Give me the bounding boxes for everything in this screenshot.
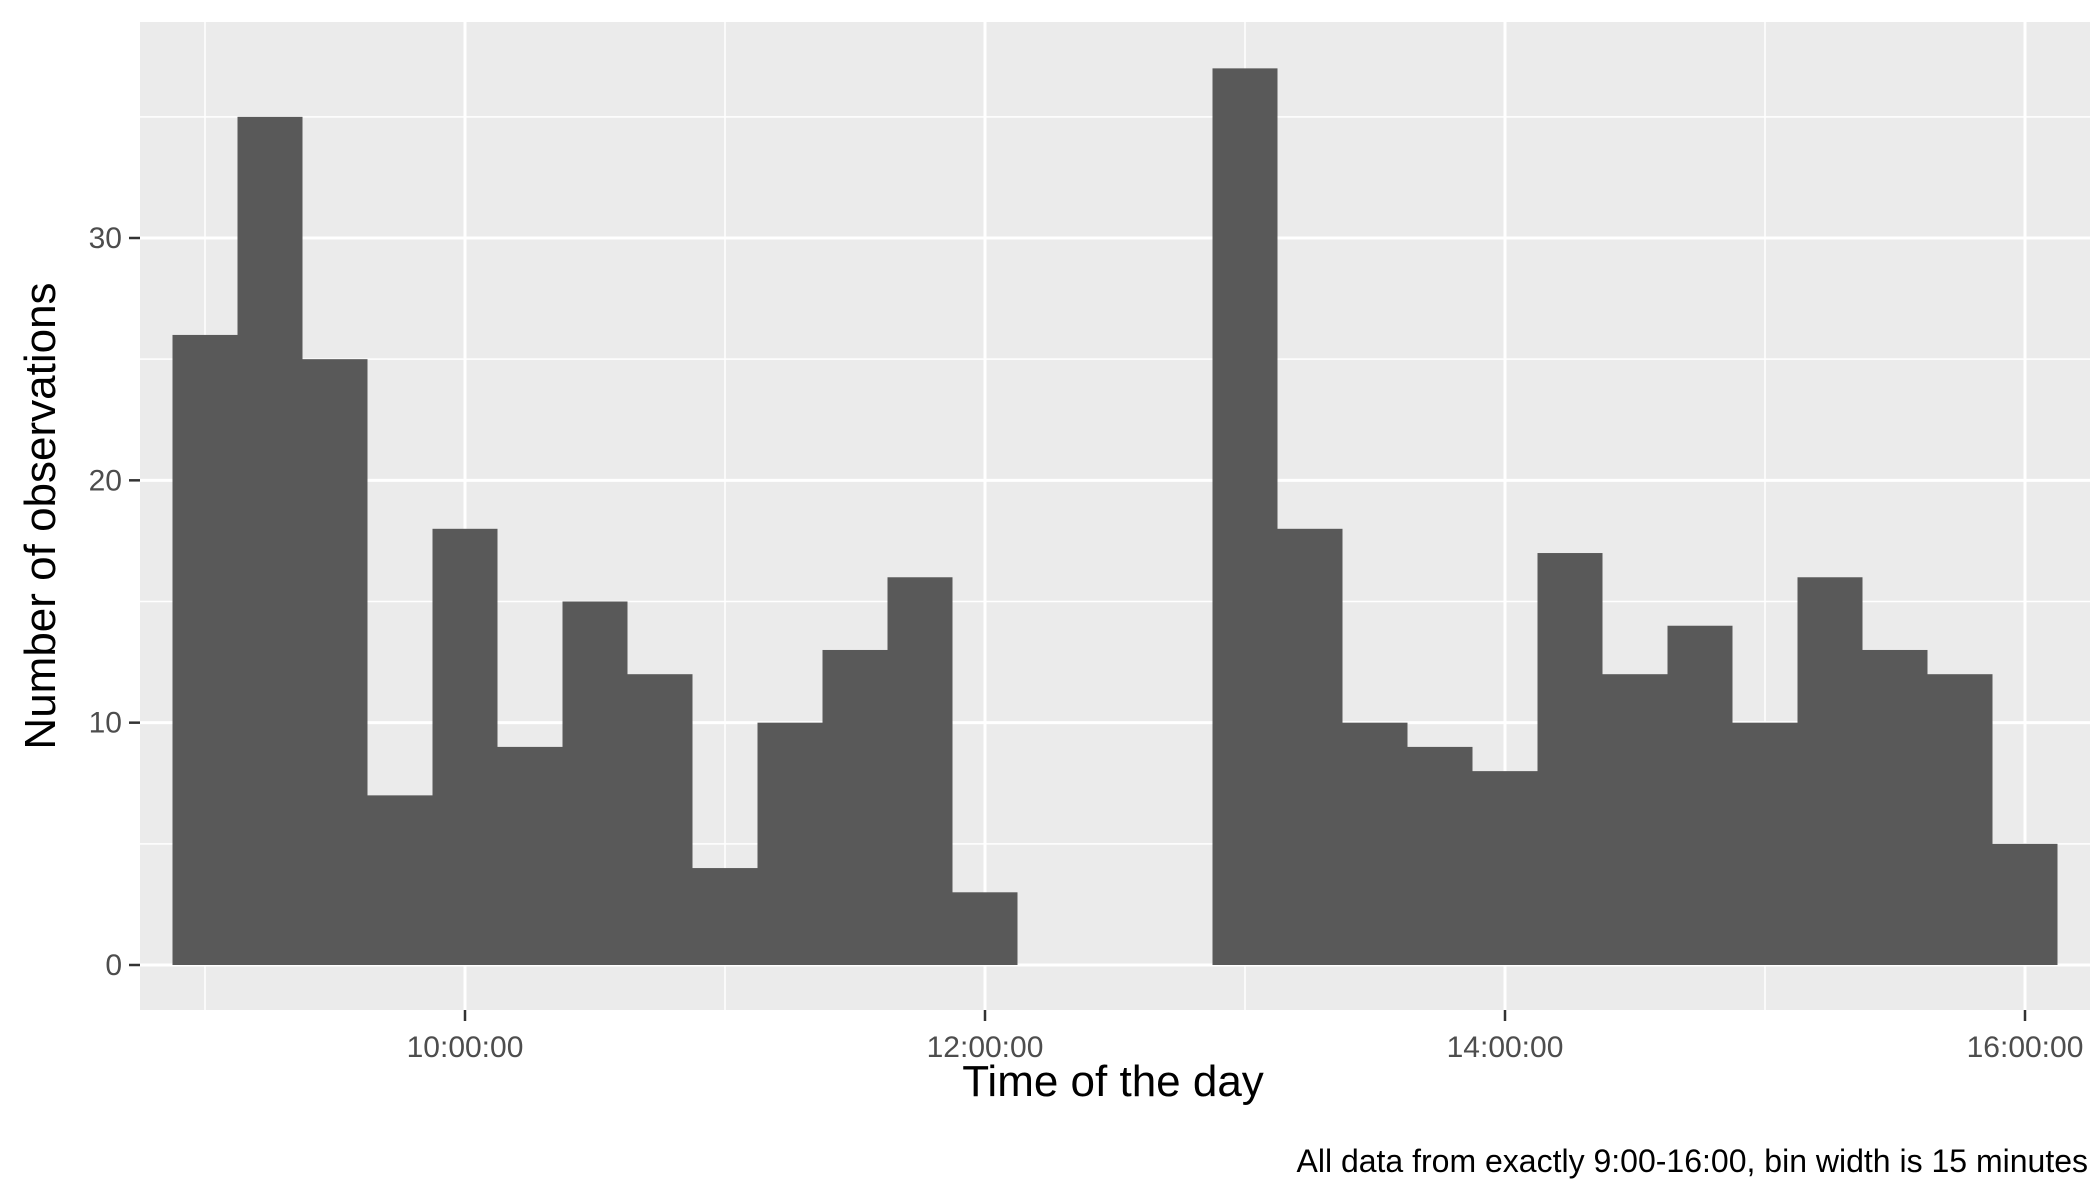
x-tick-label: 14:00:00 xyxy=(1447,1031,1564,1064)
histogram-bar xyxy=(562,601,628,965)
histogram-bar xyxy=(1342,722,1408,965)
histogram-bar xyxy=(887,577,953,965)
y-tick-label: 0 xyxy=(105,949,122,982)
histogram-bar xyxy=(822,649,888,965)
histogram-bar xyxy=(627,674,693,965)
histogram-bar xyxy=(757,722,823,965)
histogram-bar xyxy=(497,746,563,965)
x-tick-label: 16:00:00 xyxy=(1967,1031,2084,1064)
histogram-bar xyxy=(1732,722,1798,965)
histogram-bar xyxy=(237,116,303,966)
histogram-bar xyxy=(302,359,368,966)
histogram-bar xyxy=(1602,674,1668,965)
x-axis-title: Time of the day xyxy=(962,1057,1264,1106)
histogram-bar xyxy=(172,334,238,965)
x-axis: 10:00:00 12:00:00 14:00:00 16:00:00 xyxy=(407,1010,2084,1064)
histogram-bar xyxy=(367,795,433,965)
histogram-bar xyxy=(432,528,498,965)
histogram-bar xyxy=(692,868,758,965)
histogram-bar xyxy=(1862,649,1928,965)
histogram-bars xyxy=(172,68,2058,966)
x-tick-label: 12:00:00 xyxy=(927,1031,1044,1064)
histogram-bar xyxy=(1277,528,1343,965)
histogram-bar xyxy=(1992,843,2058,965)
x-tick-label: 10:00:00 xyxy=(407,1031,524,1064)
chart-caption: All data from exactly 9:00-16:00, bin wi… xyxy=(1296,1143,2088,1179)
histogram-bar xyxy=(1407,746,1473,965)
histogram-bar xyxy=(1667,625,1733,965)
histogram-bar xyxy=(952,892,1018,965)
histogram-bar xyxy=(1927,674,1993,965)
histogram-bar xyxy=(1212,68,1278,965)
y-axis-title: Number of observations xyxy=(16,282,65,749)
y-tick-label: 20 xyxy=(89,464,122,497)
y-axis: 0 10 20 30 xyxy=(89,222,140,982)
histogram-bar xyxy=(1537,553,1603,965)
y-tick-label: 30 xyxy=(89,222,122,255)
y-tick-label: 10 xyxy=(89,707,122,740)
histogram-bar xyxy=(1797,577,1863,965)
histogram-bar xyxy=(1472,771,1538,965)
